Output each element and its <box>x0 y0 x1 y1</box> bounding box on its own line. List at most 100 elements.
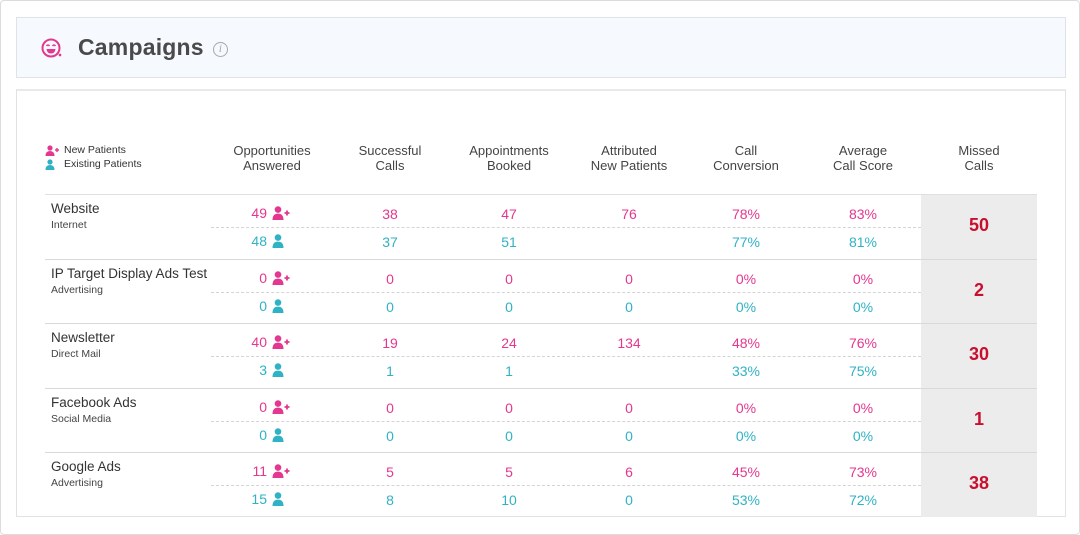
new-patients-opportunities: 49 <box>251 205 290 221</box>
column-header-line1: Successful <box>358 143 422 158</box>
page-title: Campaigns <box>78 34 204 60</box>
new-patients-opportunities: 40 <box>251 334 290 350</box>
new-patients-appointments-booked: 24 <box>501 335 517 351</box>
column-header-line2: Booked <box>486 158 532 173</box>
new-patients-successful-calls: 19 <box>382 335 398 351</box>
new-patients-appointments-booked: 47 <box>501 206 517 222</box>
missed-calls-value[interactable]: 30 <box>968 344 990 364</box>
smiley-icon <box>41 38 62 58</box>
new-patients-call-conversion: 48% <box>731 335 761 351</box>
column-header-successful-calls: Successful Calls <box>359 143 422 173</box>
existing-patients-call-conversion: 77% <box>731 234 761 250</box>
existing-patients-average-call-score: 0% <box>852 298 874 315</box>
column-header-opportunities-answered: Opportunities Answered <box>233 143 310 173</box>
opportunities-value: 0 <box>259 269 267 286</box>
column-header-line2: Calls <box>964 158 994 173</box>
campaign-type: Direct Mail <box>51 348 101 360</box>
column-header-attributed-new-patients: Attributed New Patients <box>591 143 668 173</box>
existing-patients-average-call-score: 75% <box>848 363 878 379</box>
column-header-average-call-score: Average Call Score <box>833 143 893 173</box>
column-header-call-conversion: Call Conversion <box>713 143 779 173</box>
user-plus-icon <box>272 206 290 220</box>
campaign-type: Social Media <box>51 412 112 425</box>
column-header-line1: Opportunities <box>233 143 311 158</box>
existing-patients-appointments-booked: 0 <box>505 427 513 444</box>
sub-row-divider <box>211 291 921 293</box>
missed-calls-value[interactable]: 50 <box>968 215 990 235</box>
user-plus-icon <box>272 335 290 349</box>
column-header-line2: Conversion <box>713 158 779 173</box>
new-patients-successful-calls: 5 <box>386 464 394 480</box>
opportunities-value: 49 <box>251 205 267 221</box>
opportunities-value: 15 <box>251 491 267 507</box>
user-plus-icon <box>272 270 290 285</box>
column-header-missed-calls: Missed Calls <box>958 143 999 173</box>
opportunities-value: 3 <box>259 362 267 378</box>
existing-patients-opportunities: 15 <box>251 491 286 507</box>
new-patients-average-call-score: 73% <box>848 464 878 480</box>
legend-existing: Existing Patients <box>45 157 142 171</box>
missed-calls-value[interactable]: 1 <box>973 408 985 429</box>
opportunities-value: 0 <box>259 297 267 314</box>
sub-row-divider <box>211 420 921 422</box>
opportunities-value: 0 <box>259 426 267 443</box>
campaign-name[interactable]: Google Ads <box>51 459 121 474</box>
user-plus-icon <box>45 144 59 156</box>
new-patients-appointments-booked: 0 <box>505 270 513 287</box>
row-divider <box>45 387 1037 389</box>
existing-patients-successful-calls: 1 <box>386 363 394 379</box>
new-patients-call-conversion: 45% <box>731 464 761 480</box>
new-patients-opportunities: 11 <box>252 463 290 479</box>
campaign-name[interactable]: Newsletter <box>51 330 115 345</box>
user-plus-icon <box>272 399 290 414</box>
existing-patients-average-call-score: 81% <box>848 234 878 250</box>
new-patients-call-conversion: 78% <box>731 206 761 222</box>
missed-calls-value[interactable]: 2 <box>973 279 985 300</box>
user-icon <box>272 492 284 506</box>
missed-calls-value[interactable]: 38 <box>968 473 990 493</box>
new-patients-appointments-booked: 0 <box>505 399 513 416</box>
existing-patients-successful-calls: 37 <box>382 234 398 250</box>
column-header-line2: Call Score <box>833 158 893 173</box>
campaign-name[interactable]: Facebook Ads <box>51 394 137 410</box>
legend: New Patients Existing Patients <box>45 143 142 171</box>
user-icon <box>272 363 284 377</box>
existing-patients-opportunities: 48 <box>251 233 286 249</box>
column-header-appointments-booked: Appointments Booked <box>469 143 549 173</box>
sub-row-divider <box>211 356 921 357</box>
info-icon[interactable]: i <box>213 42 228 57</box>
existing-patients-opportunities: 3 <box>259 362 286 378</box>
row-divider <box>45 452 1037 453</box>
existing-patients-attributed-new-patients: 0 <box>625 298 633 315</box>
user-icon <box>45 158 55 170</box>
row-divider <box>45 258 1037 260</box>
existing-patients-appointments-booked: 10 <box>501 492 517 508</box>
new-patients-appointments-booked: 5 <box>505 464 513 480</box>
new-patients-attributed-new-patients: 76 <box>621 206 637 222</box>
existing-patients-call-conversion: 0% <box>735 427 757 444</box>
user-icon <box>272 298 284 313</box>
new-patients-successful-calls: 38 <box>382 206 398 222</box>
new-patients-attributed-new-patients: 6 <box>625 464 633 480</box>
row-divider <box>45 194 1037 195</box>
new-patients-average-call-score: 0% <box>852 270 874 287</box>
row-divider <box>45 323 1037 324</box>
column-header-line2: New Patients <box>590 158 668 173</box>
new-patients-average-call-score: 0% <box>852 399 874 416</box>
new-patients-call-conversion: 0% <box>735 270 757 287</box>
sub-row-divider <box>211 227 921 228</box>
existing-patients-attributed-new-patients: 0 <box>625 492 633 508</box>
new-patients-average-call-score: 76% <box>848 335 878 351</box>
column-header-line1: Average <box>838 143 888 158</box>
new-patients-successful-calls: 0 <box>386 270 394 287</box>
campaign-name[interactable]: Website <box>51 201 100 216</box>
campaign-name[interactable]: IP Target Display Ads Test <box>51 265 208 281</box>
legend-new: New Patients <box>45 143 142 157</box>
new-patients-attributed-new-patients: 0 <box>625 270 633 287</box>
user-icon <box>272 234 284 248</box>
existing-patients-opportunities: 0 <box>259 427 286 443</box>
new-patients-opportunities: 0 <box>259 270 290 286</box>
column-header-line1: Appointments <box>469 143 549 158</box>
legend-existing-label: Existing Patients <box>64 158 142 170</box>
